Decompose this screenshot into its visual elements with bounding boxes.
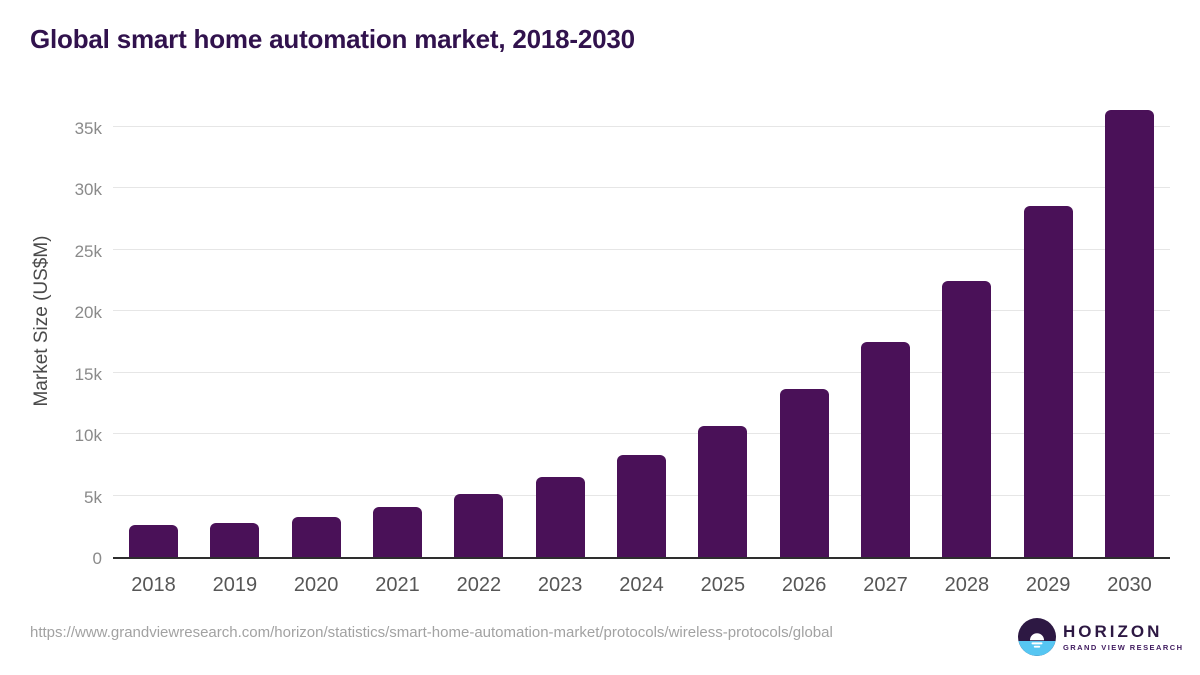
y-tick-label-35k: 35k [74, 119, 102, 138]
bar-2022[interactable] [454, 494, 504, 557]
x-tick-label-2020: 2020 [293, 574, 339, 596]
x-tick-label-2024: 2024 [619, 574, 664, 596]
y-tick-label-15k: 15k [74, 364, 102, 384]
gridline-15k [113, 371, 1170, 373]
x-tick-label-2029: 2029 [1025, 574, 1071, 596]
y-tick-label-0: 0 [92, 549, 102, 568]
y-tick-label-5k: 5k [84, 487, 102, 507]
x-tick-label-2022: 2022 [456, 574, 502, 596]
x-tick-label-2028: 2028 [944, 574, 990, 596]
bar-2025[interactable] [698, 426, 748, 557]
horizon-sun-icon [1018, 618, 1056, 656]
bar-2023[interactable] [535, 476, 585, 557]
bar-2021[interactable] [373, 507, 422, 557]
x-tick-label-2018: 2018 [131, 574, 176, 596]
bar-2019[interactable] [210, 523, 260, 557]
y-tick-label-10k: 10k [74, 426, 102, 446]
x-tick-label-2021: 2021 [375, 574, 420, 596]
bar-2028[interactable] [942, 281, 992, 557]
y-axis-tick-labels: 0 5k 10k 15k 20k 25k 30k 35k [40, 105, 102, 568]
bar-2030[interactable] [1105, 109, 1154, 557]
y-tick-label-20k: 20k [74, 303, 102, 323]
x-tick-label-2019: 2019 [212, 574, 258, 596]
x-tick-label-2025: 2025 [700, 574, 746, 596]
bar-2020[interactable] [291, 517, 341, 557]
y-tick-label-30k: 30k [74, 180, 102, 200]
x-tick-label-2030: 2030 [1107, 574, 1152, 596]
bar-2024[interactable] [617, 455, 666, 557]
x-tick-label-2026: 2026 [781, 574, 827, 596]
bar-2029[interactable] [1023, 206, 1073, 557]
horizon-brand-name: HORIZON [1063, 621, 1163, 641]
grand-view-research-label: GRAND VIEW RESEARCH [1063, 642, 1184, 652]
x-tick-label-2027: 2027 [863, 574, 908, 596]
gridline-30k [113, 187, 1170, 189]
bar-2027[interactable] [861, 342, 910, 557]
gridline-10k [113, 433, 1170, 435]
source-url: https://www.grandviewresearch.com/horizo… [30, 624, 833, 641]
bar-2026[interactable] [779, 388, 829, 557]
gridline-35k [113, 126, 1170, 127]
x-tick-label-2023: 2023 [537, 574, 583, 596]
horizon-logo-text: HORIZON GRAND VIEW RESEARCH [1063, 621, 1184, 652]
gridline-20k [113, 310, 1170, 312]
bar-chart-plot-area: 2018 2019 2020 2021 2022 2023 2024 2025 2026 2027… [113, 105, 1170, 596]
y-tick-label-25k: 25k [74, 241, 102, 261]
bar-2018[interactable] [129, 525, 178, 557]
horizon-logo[interactable]: HORIZON GRAND VIEW RESEARCH [1018, 618, 1183, 656]
page-title: Global smart home automation market, 201… [30, 24, 635, 54]
gridline-25k [113, 248, 1170, 250]
